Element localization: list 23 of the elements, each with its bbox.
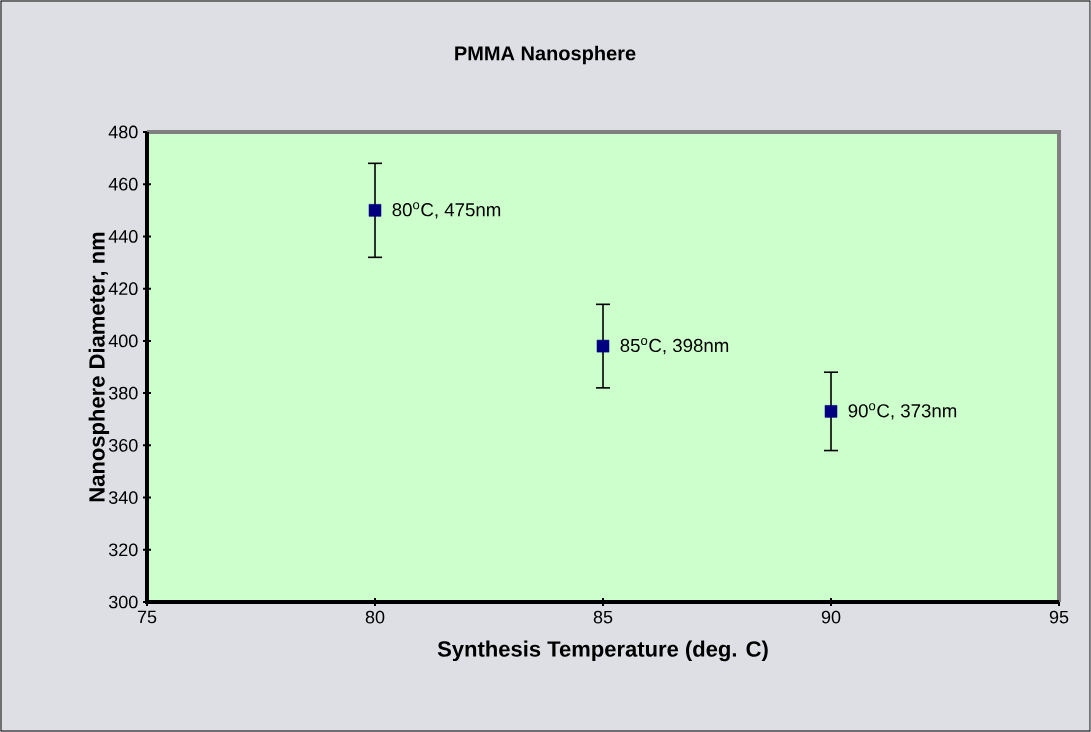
- y-tick-label: 360: [108, 438, 138, 452]
- y-tick-label: 340: [108, 491, 138, 504]
- y-tick-label: 400: [108, 334, 138, 348]
- x-tick-label: 95: [1049, 610, 1069, 624]
- point: [824, 405, 838, 418]
- chart-title: PMMA Nanosphere: [455, 45, 636, 65]
- y-tick-label: 320: [108, 543, 138, 557]
- y-tick-label: 380: [108, 386, 138, 400]
- y-tick-label: 460: [108, 177, 138, 191]
- annotation: 80$^{o}$C, 475nm: [392, 202, 501, 219]
- y-tick-label: 440: [108, 230, 138, 243]
- x-tick-label: 80: [365, 610, 385, 624]
- y-tick-label: 420: [108, 282, 138, 296]
- x-tick-label: 75: [137, 610, 157, 624]
- x-axis-title: Synthesis Temperature (deg. C): [437, 640, 768, 662]
- point: [596, 339, 610, 353]
- x-tick-label: 90: [821, 610, 841, 624]
- y-tick-label: 300: [108, 595, 138, 609]
- y-tick-label: 480: [108, 125, 138, 139]
- annotation: 85$^{o}$C, 398nm: [620, 337, 729, 355]
- annotation: 90$^{o}$C, 373nm: [848, 403, 957, 420]
- point: [368, 204, 382, 217]
- x-tick-label: 85: [593, 610, 613, 624]
